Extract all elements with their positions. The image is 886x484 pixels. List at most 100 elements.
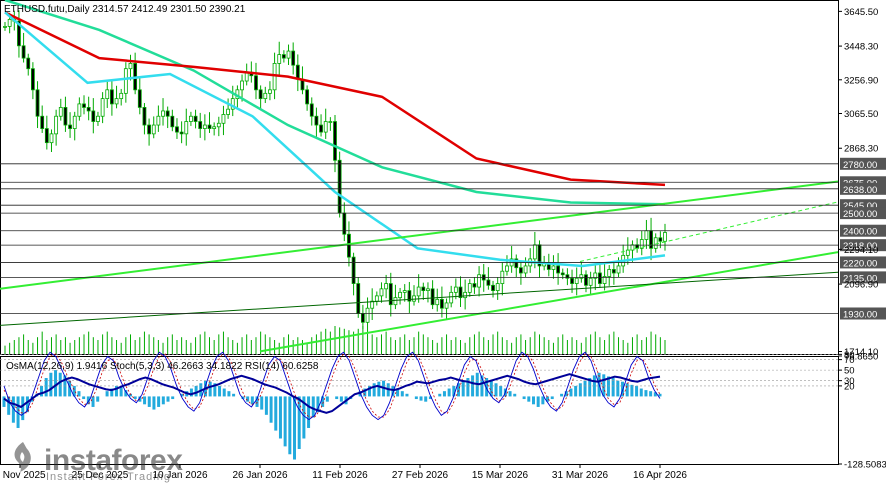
candle-body [17,20,21,47]
price-axis-tick-label: 3065.50 [844,109,878,120]
candle-body [44,128,49,144]
candle-body [105,89,110,100]
candle-body [598,272,602,284]
price-level-label-box [840,271,886,284]
indicator-axis-tick-label: 50 [844,366,855,377]
watermark-tagline: Instant Forex Trading [46,471,171,483]
candle-body [579,274,584,279]
candle-body [21,45,26,59]
price-axis-tick-label: 2096.90 [844,280,878,291]
candle-body [184,121,189,135]
price-axis-tick-label: 3256.90 [844,75,878,86]
indicator-axis-tick-label: 80 [844,350,855,361]
candle-body [458,286,463,299]
price-level-label: 1930.00 [843,309,877,320]
candle-body [72,115,77,129]
indicator-axis-tick-label: 76.8650 [844,352,878,363]
candle-body [532,244,537,260]
candle-body [514,258,519,269]
stochastic-signal-line [3,353,661,418]
indicator-axis-tick-label: 20 [844,381,855,392]
candle-body [379,288,384,297]
candle-body [91,110,96,122]
candle-body [202,124,207,129]
price-level-label: 2318.00 [843,241,877,252]
candle-body [495,283,500,291]
price-axis-tick-label: 2294.10 [844,245,878,256]
candle-body [556,265,560,274]
price-level-label-box [840,307,886,320]
candle-body [505,265,509,272]
candle-body [616,265,621,274]
candle-body [240,80,244,91]
candle-body [161,110,165,117]
candle-body [295,64,300,80]
indicator-info: OsMA(12,26,9) 1.9416 Stoch(5,3,3) 46.266… [6,361,319,372]
candle-body [407,290,412,302]
price-level-label: 2500.00 [843,209,877,220]
candle-body [328,121,333,123]
time-axis-tick-label: 11 Feb 2026 [312,470,368,481]
candle-body [147,124,151,135]
candle-body [291,50,296,66]
candle-body [165,110,170,117]
candle-body [7,18,12,27]
candle-body [258,89,263,100]
candle-body [574,277,579,284]
candle-body [588,277,593,286]
candle-body [54,115,59,135]
candle-body [519,267,523,274]
candle-body [463,291,468,299]
candle-body [523,265,528,274]
candle-body [119,92,124,100]
indicator-axis-tick-label: -128.5083 [844,460,886,471]
candle-body [286,50,291,59]
price-level-label-box [840,239,886,252]
candle-body [193,115,198,122]
candle-body [388,283,393,306]
candle-body [611,269,616,274]
candle-body [393,297,398,306]
time-axis-tick-label: 15 Mar 2026 [472,470,529,481]
price-axis-tick-label: 3645.50 [844,7,878,18]
candle-body [453,286,458,293]
candle-body [440,299,444,309]
price-level-label-box [840,256,886,269]
price-level-label: 2780.00 [843,160,877,171]
candle-body [82,103,86,108]
candle-body [384,283,389,290]
candle-body [221,114,226,124]
candle-body [128,63,133,70]
candle-body [416,286,421,297]
candle-body [77,103,82,117]
candle-body [114,98,119,105]
trendline-lower-channel [259,251,839,353]
candle-body [263,92,268,100]
candle-body [565,274,570,279]
candle-body [370,300,375,309]
indicator-axis-tick-label: 70 [844,355,855,366]
candle-body [319,124,323,133]
candle-body [309,103,314,117]
candle-body [551,265,556,270]
trendline-dashed-projection [579,201,839,263]
time-axis-tick-label: 16 Apr 2026 [633,470,687,481]
candle-body [26,57,31,70]
price-axis-tick-label: 3448.30 [844,42,878,53]
candle-body [644,230,649,240]
instaforex-logo-icon [14,442,31,472]
candle-body [305,89,310,105]
candle-body [333,121,337,161]
candle-body [86,107,91,112]
candle-body [63,107,68,126]
candle-body [30,68,35,91]
candle-body [351,256,356,284]
price-level-label: 2220.00 [843,258,877,269]
candle-body [230,98,235,110]
candle-body [426,288,430,291]
candle-body [398,291,402,299]
trendline-upper-channel [0,180,839,290]
